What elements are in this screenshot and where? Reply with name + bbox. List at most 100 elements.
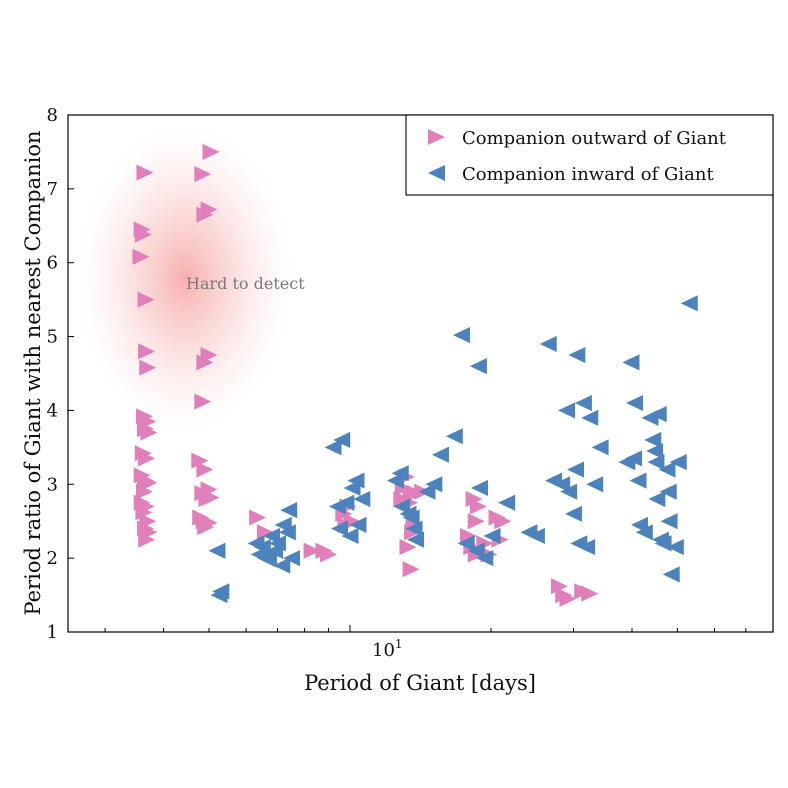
inward-point: [280, 502, 298, 519]
inward-point: [333, 431, 351, 449]
y-tick-label: 2: [47, 548, 58, 569]
inward-point: [567, 461, 585, 478]
inward-point: [648, 490, 666, 508]
hard-to-detect-region: [73, 118, 297, 438]
y-tick-label: 5: [47, 327, 58, 348]
outward-point: [132, 248, 150, 265]
y-axis-title: Period ratio of Giant with nearest Compa…: [21, 130, 45, 615]
y-tick-label: 8: [47, 105, 58, 126]
inward-point: [445, 428, 463, 445]
x-tick-label: 101: [372, 637, 403, 661]
inward-point: [649, 406, 667, 423]
outward-point: [191, 452, 209, 469]
inward-point: [578, 538, 596, 556]
inward-point: [208, 542, 226, 559]
outward-point: [139, 359, 157, 376]
inward-point: [626, 394, 644, 412]
inward-point: [527, 527, 545, 545]
inward-point: [467, 542, 485, 559]
inward-point: [418, 483, 436, 500]
y-tick-label: 6: [47, 253, 58, 274]
outward-point: [194, 166, 212, 183]
inward-point: [266, 542, 284, 559]
outward-point: [196, 461, 214, 478]
inward-point: [349, 516, 367, 533]
y-tick-label: 4: [47, 400, 58, 421]
outward-point: [202, 489, 220, 506]
inward-point: [469, 358, 487, 375]
inward-point: [331, 520, 349, 537]
x-axis-ticks: [104, 625, 774, 632]
inward-point: [402, 509, 420, 526]
outward-point: [249, 509, 267, 526]
outward-point: [138, 343, 156, 360]
legend-box: [405, 114, 774, 196]
series-inward-marks: [208, 295, 698, 604]
outward-point: [200, 201, 218, 218]
outward-point: [138, 531, 156, 548]
legend: Companion outward of Giant Companion inw…: [405, 114, 774, 196]
inward-point: [324, 439, 342, 456]
inward-point: [337, 494, 355, 511]
inward-point: [644, 431, 662, 449]
outward-point: [202, 143, 220, 161]
outward-point: [399, 538, 417, 556]
inward-point: [622, 354, 640, 371]
inward-point: [347, 472, 365, 489]
inward-point: [564, 505, 582, 522]
outward-point: [465, 490, 483, 508]
inward-point: [558, 402, 576, 419]
legend-inward-marker: [428, 165, 445, 181]
inward-point: [658, 461, 676, 478]
inward-point: [591, 439, 609, 456]
inward-point: [647, 454, 665, 471]
outward-point: [494, 513, 512, 530]
y-tick-label: 7: [47, 179, 58, 200]
inward-point: [353, 490, 371, 508]
outward-point: [402, 561, 420, 578]
inward-point: [666, 538, 684, 556]
outward-point: [194, 393, 212, 410]
outward-point: [136, 164, 154, 181]
outward-point: [140, 474, 158, 491]
outward-point: [467, 513, 485, 530]
inward-point: [568, 346, 586, 364]
outward-point: [137, 291, 155, 308]
inward-point: [431, 446, 449, 463]
inward-point: [341, 527, 359, 545]
inward-point: [393, 498, 411, 515]
outward-point: [559, 590, 577, 607]
inward-point: [405, 520, 423, 537]
annotation-hard-to-detect: Hard to detect: [186, 274, 305, 293]
inward-point: [574, 394, 592, 412]
outward-point: [138, 450, 156, 467]
inward-point: [210, 586, 228, 604]
y-tick-label: 1: [47, 622, 58, 643]
inward-point: [629, 472, 647, 489]
inward-point: [263, 527, 281, 545]
inward-point: [457, 535, 475, 552]
y-tick-label: 3: [47, 474, 58, 495]
inward-point: [470, 479, 488, 497]
outward-point: [256, 524, 274, 541]
inward-point: [476, 550, 494, 567]
inward-point: [635, 524, 653, 541]
inward-point: [278, 524, 296, 541]
outward-point: [196, 354, 214, 371]
inward-point: [539, 335, 557, 353]
inward-point: [646, 442, 664, 460]
legend-inward-label: Companion inward of Giant: [462, 164, 714, 185]
inward-point: [498, 494, 516, 511]
inward-point: [391, 465, 409, 482]
x-axis-title: Period of Giant [days]: [304, 671, 536, 695]
outward-point: [134, 226, 152, 243]
inward-point: [669, 454, 687, 471]
inward-point: [260, 551, 278, 568]
inward-point: [425, 476, 443, 493]
inward-point: [282, 550, 300, 567]
inward-point: [452, 327, 470, 344]
inward-point: [483, 527, 501, 545]
inward-point: [273, 557, 291, 574]
inward-point: [560, 483, 578, 500]
